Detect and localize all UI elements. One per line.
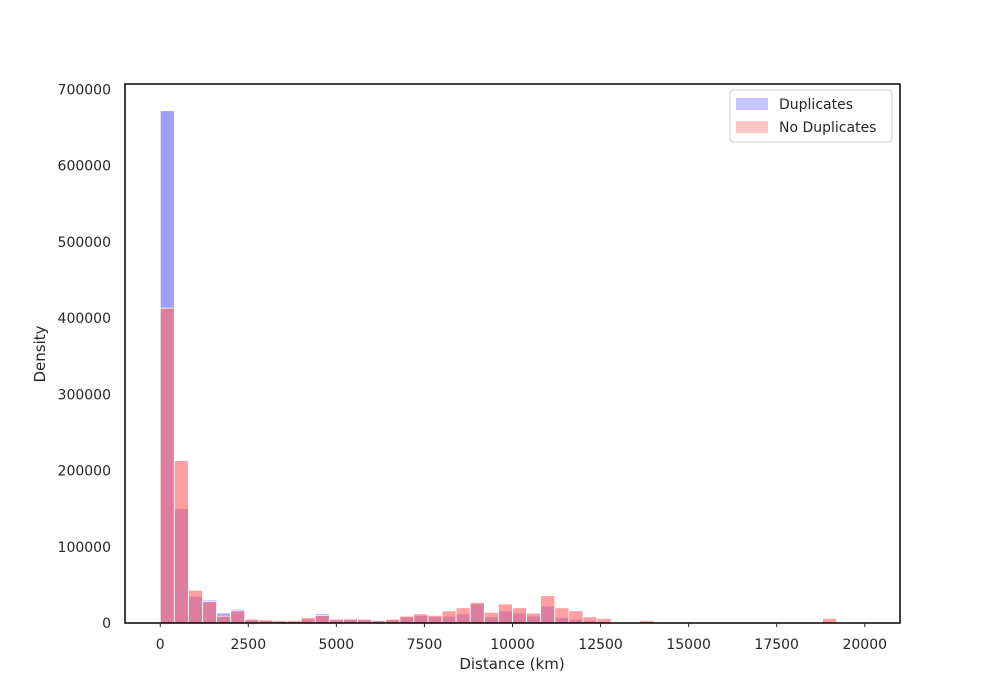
y-tick-label: 200000 <box>58 464 111 480</box>
bar-no-duplicates <box>300 617 316 624</box>
bar-no-duplicates <box>568 610 584 624</box>
x-tick-label: 2500 <box>230 637 266 653</box>
x-tick-label: 5000 <box>319 637 355 653</box>
series-duplicates-bars <box>159 110 866 624</box>
bar-no-duplicates <box>173 460 189 624</box>
bar-no-duplicates <box>202 601 217 624</box>
legend-swatch-duplicates <box>736 98 768 110</box>
x-tick-label: 10000 <box>490 637 535 653</box>
bar-no-duplicates <box>526 612 542 624</box>
bar-no-duplicates <box>159 307 175 624</box>
bar-no-duplicates <box>188 589 203 624</box>
y-tick-label: 600000 <box>58 159 111 175</box>
plot-area-frame <box>124 83 901 624</box>
bar-no-duplicates <box>216 615 232 624</box>
bar-no-duplicates <box>427 614 443 624</box>
bar-no-duplicates <box>413 613 429 624</box>
y-tick-label: 500000 <box>58 235 111 251</box>
y-tick-label: 700000 <box>58 82 111 98</box>
bar-no-duplicates <box>554 607 570 624</box>
bar-no-duplicates <box>455 607 471 624</box>
series-no-duplicates-bars <box>159 307 866 624</box>
y-tick-label: 100000 <box>58 540 111 556</box>
y-axis-label: Density <box>31 325 49 382</box>
legend: Duplicates No Duplicates <box>729 89 893 143</box>
bar-no-duplicates <box>483 611 499 624</box>
x-tick-label: 17500 <box>754 637 799 653</box>
x-axis-label: Distance (km) <box>459 655 564 673</box>
bar-no-duplicates <box>582 616 598 624</box>
bar-no-duplicates <box>314 614 330 624</box>
y-tick-label: 300000 <box>58 387 111 403</box>
bar-no-duplicates <box>441 610 457 624</box>
bar-no-duplicates <box>399 615 415 624</box>
x-tick-label: 15000 <box>666 637 711 653</box>
x-tick-label: 12500 <box>578 637 623 653</box>
bar-no-duplicates <box>512 607 527 624</box>
bar-no-duplicates <box>230 610 246 624</box>
y-tick-label: 0 <box>102 616 111 632</box>
x-tick-label: 20000 <box>842 637 887 653</box>
legend-box <box>729 89 893 143</box>
legend-label-no-duplicates: No Duplicates <box>779 120 876 136</box>
x-tick-label: 0 <box>156 637 165 653</box>
x-axis-ticks: 0 2500 5000 7500 10000 12500 15000 17500 20000 <box>156 623 887 653</box>
bar-no-duplicates <box>498 603 513 624</box>
y-axis-ticks: 0 100000 200000 300000 400000 500000 600000 700… <box>58 82 111 632</box>
y-tick-label: 400000 <box>58 311 111 327</box>
legend-swatch-no-duplicates <box>736 121 768 133</box>
legend-label-duplicates: Duplicates <box>779 97 853 113</box>
bar-no-duplicates <box>469 602 485 624</box>
x-tick-label: 7500 <box>407 637 443 653</box>
bar-no-duplicates <box>540 595 556 624</box>
